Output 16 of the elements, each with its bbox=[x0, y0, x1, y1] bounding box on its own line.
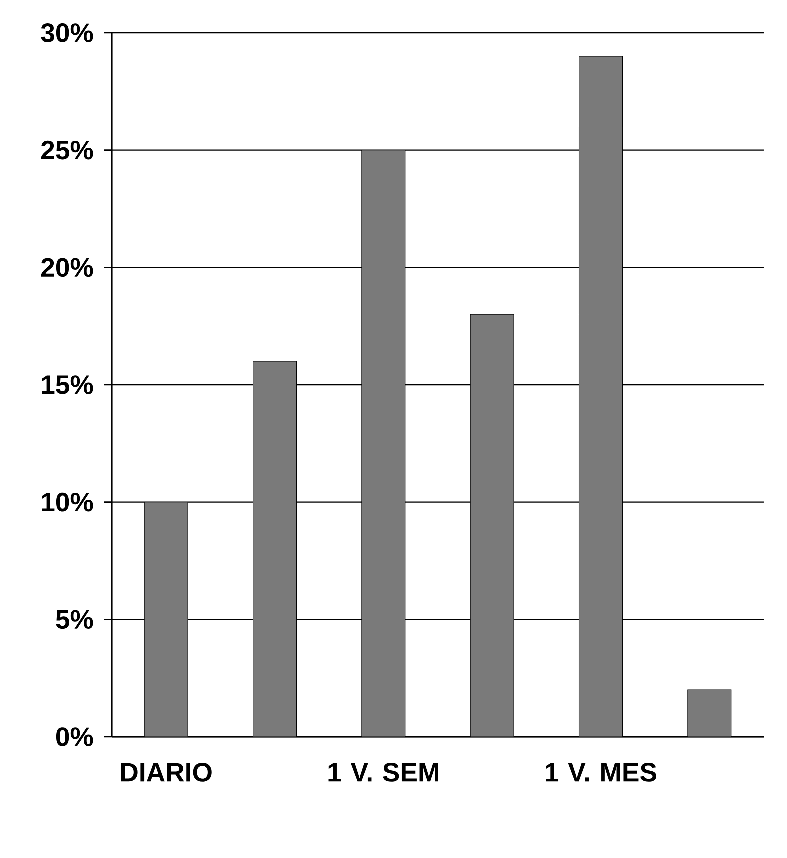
x-tick-label: 1 V. MES bbox=[546, 763, 656, 782]
y-tick-label: 0% bbox=[56, 728, 94, 746]
y-tick-label: 5% bbox=[56, 610, 94, 630]
bar bbox=[578, 56, 623, 737]
bar bbox=[470, 314, 514, 737]
bar bbox=[361, 150, 406, 737]
x-tick-label: 1 V. SEM bbox=[328, 763, 438, 782]
y-tick-label: 25% bbox=[41, 140, 94, 160]
y-tick-label: 30% bbox=[40, 24, 94, 42]
bar bbox=[687, 690, 732, 737]
bar bbox=[252, 361, 297, 737]
x-tick-label: DIARIO bbox=[121, 763, 212, 782]
bar bbox=[144, 502, 188, 737]
y-tick-label: 20% bbox=[41, 258, 94, 278]
y-tick-label: 10% bbox=[42, 492, 94, 512]
y-tick-label: 15% bbox=[42, 376, 94, 394]
